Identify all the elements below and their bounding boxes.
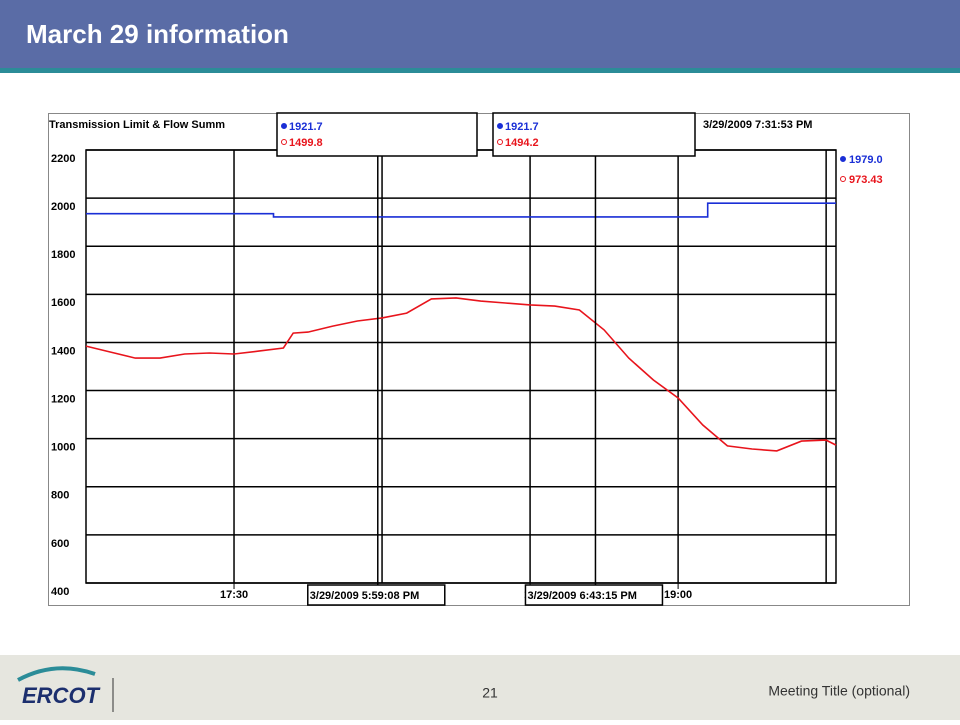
y-tick-label: 800 (51, 490, 69, 502)
y-tick-label: 2000 (51, 201, 75, 213)
page-number: 21 (482, 685, 498, 701)
chart-title: Transmission Limit & Flow Summ (49, 119, 225, 131)
cursor-label-box (524, 584, 664, 606)
y-tick-label: 2200 (51, 153, 75, 165)
slide-title: March 29 information (26, 19, 289, 49)
readout-value: 1921.7 (505, 121, 539, 133)
latest-value: 1979.0 (849, 154, 883, 166)
footer-band (0, 655, 960, 720)
cursor-label: 3/29/2009 6:43:15 PM (527, 590, 636, 602)
header-band (0, 0, 960, 68)
y-tick-label: 1000 (51, 442, 75, 454)
series-line (86, 202, 836, 218)
readout-value: 1499.8 (289, 137, 323, 149)
cursor-label: 3/29/2009 5:59:08 PM (310, 590, 419, 602)
plot-area (85, 149, 837, 584)
readout-marker (497, 139, 503, 145)
readout-value: 1921.7 (289, 121, 323, 133)
y-tick-label: 1400 (51, 345, 75, 357)
readout-value: 1494.2 (505, 137, 539, 149)
x-tick-label: 17:30 (220, 589, 248, 601)
latest-marker (840, 176, 846, 182)
y-tick-label: 1600 (51, 297, 75, 309)
cursor-label-box (307, 584, 446, 606)
y-tick-label: 1800 (51, 249, 75, 261)
latest-marker (840, 156, 846, 162)
y-tick-label: 600 (51, 538, 69, 550)
y-tick-label: 1200 (51, 393, 75, 405)
readout-marker (281, 123, 287, 129)
timestamp: 3/29/2009 7:31:53 PM (703, 119, 812, 131)
footer-text: Meeting Title (optional) (768, 683, 910, 699)
series-line (85, 297, 837, 452)
x-tick-label: 19:00 (664, 589, 692, 601)
header-rule (0, 68, 960, 73)
latest-value: 973.43 (849, 174, 883, 186)
readout-marker (497, 123, 503, 129)
readout-marker (281, 139, 287, 145)
logo-swoosh (17, 666, 96, 682)
readout-box (492, 112, 696, 157)
readout-box (276, 112, 478, 157)
logo: ERCOT (22, 683, 101, 708)
y-tick-label: 400 (51, 586, 69, 598)
